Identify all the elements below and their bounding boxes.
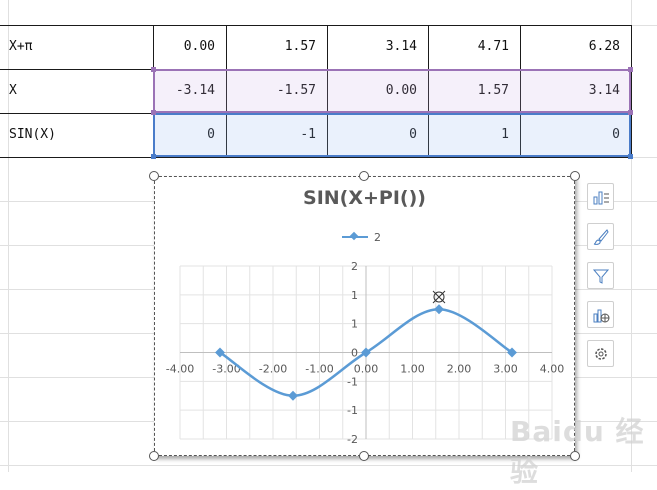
- table-cell[interactable]: 4.71: [429, 25, 521, 69]
- table-cell[interactable]: 3.14: [328, 25, 429, 69]
- chart-area[interactable]: [154, 176, 575, 456]
- resize-handle[interactable]: [359, 171, 369, 181]
- x-tick-label: 0.00: [354, 363, 379, 376]
- watermark-logo: Baidu 经验: [510, 415, 645, 488]
- y-tick-label: -1: [347, 404, 358, 417]
- chart-layout-icon: [593, 309, 610, 323]
- table-cell[interactable]: 1.57: [429, 69, 521, 113]
- y-tick-label: 1: [351, 318, 358, 331]
- table-cell[interactable]: 0: [521, 113, 632, 157]
- table-cell[interactable]: -1.57: [227, 69, 328, 113]
- chart-elements-button[interactable]: [587, 183, 614, 210]
- legend-marker-icon: [342, 231, 368, 241]
- resize-handle[interactable]: [570, 171, 580, 181]
- data-point[interactable]: [434, 304, 444, 315]
- table-cell[interactable]: 1: [429, 113, 521, 157]
- chart-settings-button[interactable]: [587, 340, 614, 367]
- table-cell[interactable]: 0.00: [154, 25, 227, 69]
- chart-title[interactable]: SIN(X+PI()): [303, 187, 426, 209]
- data-point[interactable]: [215, 347, 225, 358]
- data-point[interactable]: [507, 347, 517, 358]
- resize-handle[interactable]: [149, 451, 159, 461]
- x-tick-label: 2.00: [447, 363, 472, 376]
- chart-legend[interactable]: 2: [340, 229, 381, 245]
- chart-filters-icon: [592, 269, 610, 284]
- legend-label: 2: [374, 230, 381, 244]
- table-row-x-plus-pi: X+π 0.00 1.57 3.14 4.71 6.28: [0, 25, 632, 69]
- table-row-sin-x: SIN(X) 0 -1 0 1 0: [0, 113, 632, 157]
- chart-styles-icon: [593, 229, 609, 245]
- table-cell[interactable]: 3.14: [521, 69, 632, 113]
- row-label[interactable]: X+π: [0, 25, 154, 69]
- x-tick-label: -2.00: [259, 363, 287, 376]
- x-values-range-highlight: [153, 69, 631, 113]
- y-tick-label: -1: [347, 375, 358, 388]
- x-tick-label: 4.00: [540, 363, 565, 376]
- table-cell[interactable]: 0.00: [328, 69, 429, 113]
- y-values-range-highlight: [153, 113, 631, 157]
- y-tick-label: 2: [351, 260, 358, 273]
- table-cell[interactable]: -1: [227, 113, 328, 157]
- data-point[interactable]: [288, 390, 298, 401]
- chart-layout-button[interactable]: [587, 301, 614, 328]
- x-tick-label: -1.00: [305, 363, 333, 376]
- table-cell[interactable]: 6.28: [521, 25, 632, 69]
- table-cell[interactable]: 0: [328, 113, 429, 157]
- x-tick-label: -4.00: [166, 363, 194, 376]
- chart-styles-button[interactable]: [587, 223, 614, 250]
- x-tick-label: 1.00: [400, 363, 425, 376]
- table-cell[interactable]: -3.14: [154, 69, 227, 113]
- resize-handle[interactable]: [149, 171, 159, 181]
- plot-area[interactable]: -4.00 -3.00 -2.00 -1.00 0.00 1.00 2.00 3.00 4.00…: [0, 0, 657, 472]
- resize-handle[interactable]: [359, 451, 369, 461]
- chart-settings-icon: [595, 348, 607, 360]
- y-tick-label: 0: [351, 347, 358, 360]
- x-tick-label: 3.00: [493, 363, 518, 376]
- y-tick-label: 1: [351, 289, 358, 302]
- x-tick-label: -3.00: [212, 363, 240, 376]
- chart-filters-button[interactable]: [587, 262, 614, 289]
- y-tick-label: -2: [347, 433, 358, 446]
- chart-elements-icon: [593, 191, 609, 205]
- data-point[interactable]: [361, 347, 371, 358]
- move-cursor-icon: [432, 290, 446, 304]
- table-cell[interactable]: 1.57: [227, 25, 328, 69]
- resize-handle[interactable]: [570, 451, 580, 461]
- table-cell[interactable]: 0: [154, 113, 227, 157]
